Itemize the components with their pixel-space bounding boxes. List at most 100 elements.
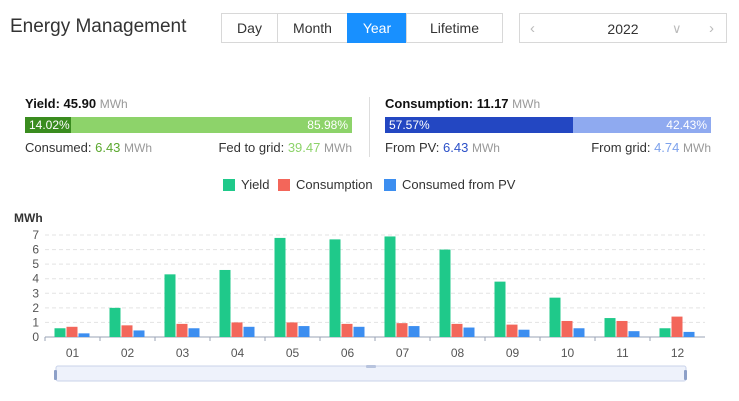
from-grid-value: 4.74 xyxy=(654,140,680,155)
bar-yield[interactable] xyxy=(329,239,341,337)
consumption-value: 11.17 xyxy=(476,96,509,111)
legend-yield[interactable]: Yield xyxy=(223,177,269,192)
tab-lifetime[interactable]: Lifetime xyxy=(406,13,503,43)
summary-divider xyxy=(369,97,370,157)
year-value[interactable]: 2022 xyxy=(607,21,639,37)
yield-unit: MWh xyxy=(99,97,128,111)
bar-consumed-pv[interactable] xyxy=(573,328,585,337)
y-tick-label: 7 xyxy=(32,228,39,242)
bar-consumed-pv[interactable] xyxy=(463,327,475,337)
bar-consumption[interactable] xyxy=(121,325,133,337)
y-tick-label: 4 xyxy=(32,272,39,286)
y-tick-label: 3 xyxy=(32,286,39,300)
year-picker[interactable]: ‹ 2022 ∨ › xyxy=(519,13,727,43)
bar-yield[interactable] xyxy=(54,328,66,337)
x-axis-ticks: 01 02 03 04 05 06 07 08 09 10 11 12 xyxy=(44,337,685,360)
x-tick-label: 04 xyxy=(231,346,245,360)
zoom-slider-track[interactable] xyxy=(55,365,687,382)
bar-yield[interactable] xyxy=(109,307,121,337)
x-tick-label: 08 xyxy=(451,346,465,360)
y-tick-label: 2 xyxy=(32,301,39,315)
x-tick-label: 11 xyxy=(616,346,629,360)
bar-yield[interactable] xyxy=(219,269,231,337)
bar-consumption[interactable] xyxy=(396,323,408,337)
bar-consumed-pv[interactable] xyxy=(628,331,640,337)
bar-consumed-pv[interactable] xyxy=(353,326,365,337)
yield-consumed-pct: 14.02% xyxy=(29,118,70,132)
chart-bars xyxy=(54,236,695,337)
bar-consumed-pv[interactable] xyxy=(518,329,530,337)
bar-consumption[interactable] xyxy=(66,326,78,337)
tab-month[interactable]: Month xyxy=(277,13,348,43)
bar-consumption[interactable] xyxy=(506,324,518,337)
fed-line: Fed to grid: 39.47 MWh xyxy=(218,140,352,155)
from-grid-unit: MWh xyxy=(683,141,711,155)
fed-value: 39.47 xyxy=(287,140,321,155)
tab-year[interactable]: Year xyxy=(347,13,407,43)
y-tick-label: 1 xyxy=(32,315,39,329)
bar-consumption[interactable] xyxy=(616,320,628,337)
fed-label: Fed to grid: xyxy=(218,140,285,155)
consumption-summary: Consumption: 11.17 MWh xyxy=(385,96,540,111)
legend-consumption-swatch xyxy=(278,178,290,191)
consumption-grid-pct: 42.43% xyxy=(666,118,707,132)
x-tick-label: 01 xyxy=(66,346,80,360)
x-tick-label: 05 xyxy=(286,346,300,360)
zoom-handle-left[interactable] xyxy=(54,370,57,380)
zoom-handle-right[interactable] xyxy=(684,370,687,380)
bar-yield[interactable] xyxy=(604,318,616,337)
bar-consumption[interactable] xyxy=(286,322,298,337)
bar-consumed-pv[interactable] xyxy=(133,330,145,337)
chevron-right-icon[interactable]: › xyxy=(709,20,714,37)
legend-yield-swatch xyxy=(223,178,235,191)
yield-consumed-bar: 14.02% xyxy=(25,117,71,133)
tab-day[interactable]: Day xyxy=(221,13,278,43)
page-title: Energy Management xyxy=(10,16,187,37)
bar-consumed-pv[interactable] xyxy=(408,326,420,337)
bar-consumption[interactable] xyxy=(231,322,243,337)
chevron-left-icon[interactable]: ‹ xyxy=(530,20,535,37)
bar-consumed-pv[interactable] xyxy=(78,333,90,337)
from-grid-line: From grid: 4.74 MWh xyxy=(591,140,711,155)
bar-consumption[interactable] xyxy=(176,323,188,337)
y-axis-label: MWh xyxy=(14,211,43,225)
x-tick-label: 12 xyxy=(671,346,685,360)
legend-consumption-label: Consumption xyxy=(296,177,373,192)
y-tick-label: 5 xyxy=(32,257,39,271)
from-pv-value: 6.43 xyxy=(443,140,469,155)
bar-yield[interactable] xyxy=(659,328,671,337)
yield-fed-bar: 85.98% xyxy=(71,117,352,133)
legend-consumed-pv[interactable]: Consumed from PV xyxy=(384,177,515,192)
bar-consumed-pv[interactable] xyxy=(243,326,255,337)
from-grid-label: From grid: xyxy=(591,140,651,155)
bar-consumption[interactable] xyxy=(451,323,463,337)
consumption-label: Consumption: xyxy=(385,96,474,111)
bar-yield[interactable] xyxy=(164,274,176,337)
from-pv-line: From PV: 6.43 MWh xyxy=(385,140,500,155)
bar-yield[interactable] xyxy=(549,297,561,337)
chevron-down-icon[interactable]: ∨ xyxy=(672,21,682,36)
bar-yield[interactable] xyxy=(384,236,396,337)
bar-consumption[interactable] xyxy=(341,323,353,337)
bar-consumption[interactable] xyxy=(561,320,573,337)
bar-consumed-pv[interactable] xyxy=(188,328,200,337)
bar-consumption[interactable] xyxy=(671,316,683,337)
legend-consumption[interactable]: Consumption xyxy=(278,177,373,192)
legend-yield-label: Yield xyxy=(241,177,270,192)
bar-consumed-pv[interactable] xyxy=(683,331,695,337)
legend-consumed-pv-label: Consumed from PV xyxy=(402,177,516,192)
zoom-grip[interactable] xyxy=(366,365,376,368)
x-tick-label: 09 xyxy=(506,346,520,360)
x-tick-label: 07 xyxy=(396,346,410,360)
bar-consumed-pv[interactable] xyxy=(298,326,310,337)
bar-yield[interactable] xyxy=(439,249,451,337)
consumption-unit: MWh xyxy=(512,97,541,111)
bar-yield[interactable] xyxy=(274,237,286,337)
from-pv-label: From PV: xyxy=(385,140,440,155)
x-tick-label: 06 xyxy=(341,346,355,360)
y-tick-label: 0 xyxy=(32,330,39,344)
consumption-pv-bar: 57.57% xyxy=(385,117,573,133)
bar-yield[interactable] xyxy=(494,281,506,337)
yield-summary: Yield: 45.90 MWh xyxy=(25,96,128,111)
